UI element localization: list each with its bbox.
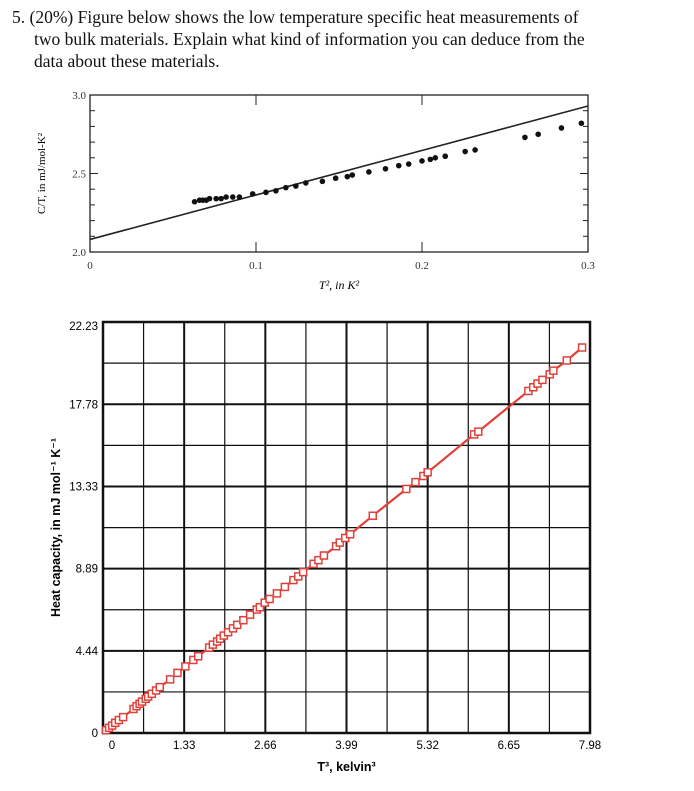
y-tick-label: 2.0 xyxy=(72,247,86,259)
data-point xyxy=(213,195,219,202)
data-point xyxy=(233,620,242,630)
data-point xyxy=(249,191,256,197)
x-tick-label: 0 xyxy=(87,260,93,272)
data-point xyxy=(578,120,585,127)
data-point xyxy=(462,148,468,155)
data-point xyxy=(283,184,289,191)
y-tick-label: 17.78 xyxy=(69,399,98,411)
x-tick-label: 2.66 xyxy=(254,740,276,752)
data-point xyxy=(229,194,236,200)
data-point xyxy=(181,662,190,671)
data-point xyxy=(223,194,229,200)
y-axis-label: Heat capacity, in mJ mol⁻¹ K⁻¹ xyxy=(49,438,63,617)
data-point xyxy=(474,427,483,436)
data-point xyxy=(368,511,377,521)
data-point xyxy=(349,172,356,178)
data-point xyxy=(319,178,326,185)
x-tick-label: 6.65 xyxy=(498,740,520,752)
x-tick-label: 7.98 xyxy=(579,740,601,752)
data-point xyxy=(332,175,339,182)
x-tick-label: 5.32 xyxy=(416,740,438,752)
data-point xyxy=(423,468,432,477)
data-point xyxy=(335,538,345,547)
data-point xyxy=(298,567,308,577)
chart-heat-capacity: 0 1.33 2.66 3.99 5.32 6.65 7.98 0 4.44 8.89 13.33 1… xyxy=(49,320,601,774)
data-point xyxy=(344,173,351,180)
y-tick-label: 4.44 xyxy=(76,646,99,658)
data-point xyxy=(206,195,213,202)
data-point xyxy=(280,582,290,592)
y-tick-label: 13.33 xyxy=(69,482,98,494)
data-point xyxy=(273,187,279,194)
x-axis-label: T³, kelvin³ xyxy=(317,760,375,774)
data-point xyxy=(272,589,282,598)
data-point xyxy=(118,712,128,722)
x-tick-label: 0 xyxy=(109,740,115,752)
question-line-3: data about these materials. xyxy=(34,51,220,71)
x-tick-label: 0.1 xyxy=(249,260,263,272)
y-tick-label: 3.0 xyxy=(72,90,86,102)
data-point xyxy=(165,675,175,684)
data-point xyxy=(345,529,355,539)
data-point xyxy=(562,356,572,365)
data-point xyxy=(402,484,411,494)
data-point xyxy=(236,194,243,200)
question-line-2: two bulk materials. Explain what kind of… xyxy=(34,29,585,49)
data-point xyxy=(314,555,323,565)
data-point xyxy=(239,615,248,625)
data-point xyxy=(382,165,389,172)
question-text: 5. (20%) Figure below shows the low temp… xyxy=(12,6,672,72)
data-point xyxy=(255,603,265,612)
data-point xyxy=(303,180,309,186)
data-point xyxy=(522,134,528,141)
data-point xyxy=(395,162,402,169)
question-line-1: 5. (20%) Figure below shows the low temp… xyxy=(12,7,579,27)
data-point xyxy=(193,652,203,661)
data-point xyxy=(191,198,198,205)
data-point xyxy=(535,131,541,138)
data-point xyxy=(411,477,420,487)
data-point xyxy=(265,594,274,604)
data-point xyxy=(405,161,412,167)
chart-ct-vs-t2: 0 0.1 0.2 0.3 2.0 2.5 3.0 T², in K² C/T, in mJ/m… xyxy=(36,90,595,292)
data-point xyxy=(173,668,182,678)
x-tick-label: 1.33 xyxy=(173,740,195,752)
data-point xyxy=(558,125,565,131)
y-tick-label: 0 xyxy=(92,728,98,740)
data-point xyxy=(538,375,547,385)
data-point xyxy=(549,366,558,375)
y-axis-label: C/T, in mJ/mol-K² xyxy=(36,132,48,214)
y-tick-label: 22.23 xyxy=(69,321,98,333)
data-point xyxy=(427,156,434,163)
data-point xyxy=(263,189,269,196)
x-tick-label: 0.3 xyxy=(581,260,595,272)
data-point xyxy=(472,147,478,153)
data-point xyxy=(294,572,303,581)
data-point xyxy=(155,682,165,692)
data-point xyxy=(293,183,299,189)
x-tick-label: 0.2 xyxy=(415,260,429,272)
data-point xyxy=(218,195,224,202)
data-point xyxy=(245,610,255,619)
y-tick-label: 8.89 xyxy=(76,564,98,576)
data-point xyxy=(442,153,449,160)
data-point xyxy=(432,155,439,161)
data-point xyxy=(366,169,372,175)
y-tick-label: 2.5 xyxy=(72,169,86,181)
x-axis-label: T², in K² xyxy=(319,278,360,292)
data-point xyxy=(577,343,587,352)
x-tick-label: 3.99 xyxy=(335,740,357,752)
data-point xyxy=(419,158,425,164)
fit-line xyxy=(89,105,589,241)
data-point xyxy=(319,551,329,560)
